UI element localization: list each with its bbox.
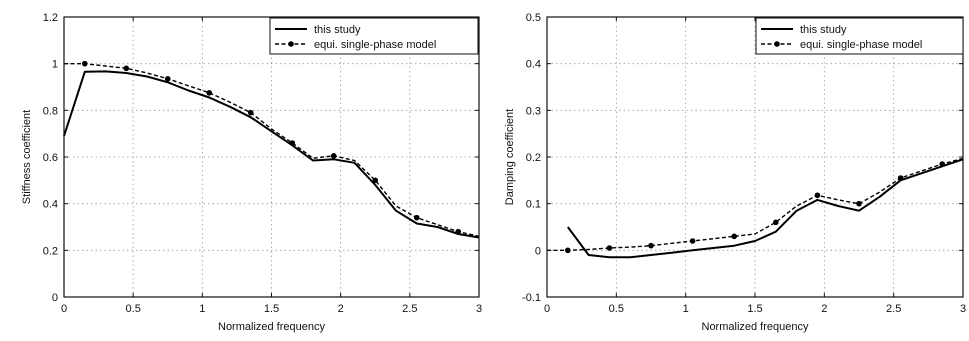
series-marker-single-phase [648, 242, 654, 249]
series-marker-single-phase [289, 140, 296, 146]
x-tick-label: 2 [338, 303, 344, 315]
series-line-single-phase [64, 63, 480, 237]
x-tick-label: 3 [476, 303, 482, 315]
series-marker-single-phase [814, 192, 821, 199]
x-tick-label: 1 [683, 303, 689, 315]
x-tick-label: 1.5 [747, 303, 762, 315]
series-marker-single-phase [897, 175, 904, 181]
legend-box [755, 17, 964, 55]
x-axis-label: Normalized frequency [702, 321, 809, 333]
y-tick-label: 0.4 [526, 59, 541, 71]
series-line-single-phase [547, 157, 964, 252]
series-marker-single-phase [773, 219, 779, 226]
series-marker-single-phase [939, 161, 945, 167]
y-tick-label: 1.2 [43, 12, 58, 24]
x-tick-label: 2.5 [402, 303, 417, 315]
series-marker-single-phase [247, 109, 254, 116]
legend: this study equi. single-phase model [755, 17, 964, 55]
x-tick-label: 0 [61, 303, 67, 315]
y-tick-label: 0.2 [43, 245, 58, 257]
x-tick-label: 0.5 [609, 303, 624, 315]
legend-marker-single-phase [288, 41, 294, 47]
x-tick-label: 2 [821, 303, 827, 315]
x-tick-label: 1 [199, 303, 205, 315]
grid-layer [64, 17, 479, 297]
y-tick-label: 1 [52, 59, 58, 71]
legend-label-single-phase: equi. single-phase model [800, 39, 922, 51]
y-axis-label: Stiffness coefficient [21, 110, 33, 204]
series-marker-single-phase [123, 65, 130, 72]
x-tick-label: 2.5 [886, 303, 901, 315]
legend-label-this-study: this study [800, 24, 847, 36]
series-layer [63, 60, 480, 239]
legend-marker-single-phase [774, 41, 780, 47]
y-tick-label: 0 [52, 292, 58, 304]
series-marker-single-phase [372, 177, 379, 184]
legend: this study equi. single-phase model [269, 17, 479, 55]
tick-layer: 0 0.5 1 1.5 2 2.5 3-0.100.10.20.30.40.5 [522, 12, 966, 315]
series-marker-single-phase [455, 228, 462, 235]
x-axis-label: Normalized frequency [218, 321, 325, 333]
legend-label-single-phase: equi. single-phase model [314, 39, 436, 51]
series-line-this-study [566, 158, 964, 259]
y-tick-label: 0.3 [526, 105, 541, 117]
y-tick-label: 0.8 [43, 105, 58, 117]
series-line-this-study [63, 70, 480, 239]
stiffness-chart: 0 0.5 1 1.5 2 2.5 3 0 0.2 0.4 0.6 0.8 1 1.2 Normalize… [21, 12, 482, 333]
x-tick-label: 0 [544, 303, 550, 315]
series-marker-single-phase [206, 90, 213, 96]
series-layer [547, 157, 964, 259]
series-marker-single-phase [81, 60, 88, 67]
x-tick-label: 0.5 [126, 303, 141, 315]
y-tick-label: 0.6 [43, 152, 58, 164]
grid-layer [547, 17, 963, 297]
legend-label-this-study: this study [314, 24, 361, 36]
y-tick-label: 0.4 [43, 199, 58, 211]
series-marker-single-phase [164, 76, 171, 82]
y-tick-label: -0.1 [522, 292, 541, 304]
y-tick-label: 0 [535, 245, 541, 257]
series-marker-single-phase [856, 200, 862, 207]
damping-chart: 0 0.5 1 1.5 2 2.5 3-0.100.10.20.30.40.5 Normal… [504, 12, 966, 333]
x-tick-label: 1.5 [264, 303, 279, 315]
series-marker-single-phase [413, 214, 420, 221]
tick-layer: 0 0.5 1 1.5 2 2.5 3 0 0.2 0.4 0.6 0.8 1 1.2 [43, 12, 482, 315]
series-marker-single-phase [689, 238, 696, 244]
series-marker-single-phase [731, 233, 737, 240]
series-marker-single-phase [330, 153, 337, 159]
y-tick-label: 0.1 [526, 199, 541, 211]
y-axis-label: Damping coefficient [504, 109, 516, 205]
y-tick-label: 0.5 [526, 12, 541, 24]
x-tick-label: 3 [960, 303, 966, 315]
series-marker-single-phase [565, 247, 571, 254]
legend-box [269, 17, 479, 55]
series-marker-single-phase [606, 245, 613, 251]
y-tick-label: 0.2 [526, 152, 541, 164]
